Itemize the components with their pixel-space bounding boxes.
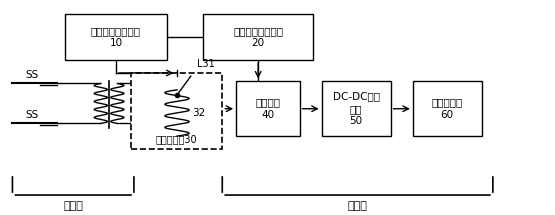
Text: 发射端: 发射端 xyxy=(63,201,83,211)
FancyBboxPatch shape xyxy=(413,81,482,136)
Text: 32: 32 xyxy=(192,108,205,118)
Text: L31: L31 xyxy=(198,59,215,69)
Text: 电流电压检测电路
20: 电流电压检测电路 20 xyxy=(233,26,283,48)
Text: 整流单元
40: 整流单元 40 xyxy=(255,98,280,120)
FancyBboxPatch shape xyxy=(65,14,167,60)
FancyBboxPatch shape xyxy=(203,14,314,60)
FancyBboxPatch shape xyxy=(131,73,223,149)
FancyBboxPatch shape xyxy=(322,81,391,136)
Text: 客户端设备
60: 客户端设备 60 xyxy=(432,98,463,120)
Text: 接收端: 接收端 xyxy=(347,201,367,211)
Text: SS: SS xyxy=(25,70,38,80)
Text: SS: SS xyxy=(25,110,38,120)
Text: 磁共振单元30: 磁共振单元30 xyxy=(156,135,198,144)
Text: 信号处理控制模块
10: 信号处理控制模块 10 xyxy=(91,26,141,48)
Text: DC-DC转换
单元
50: DC-DC转换 单元 50 xyxy=(332,91,380,126)
FancyBboxPatch shape xyxy=(236,81,300,136)
